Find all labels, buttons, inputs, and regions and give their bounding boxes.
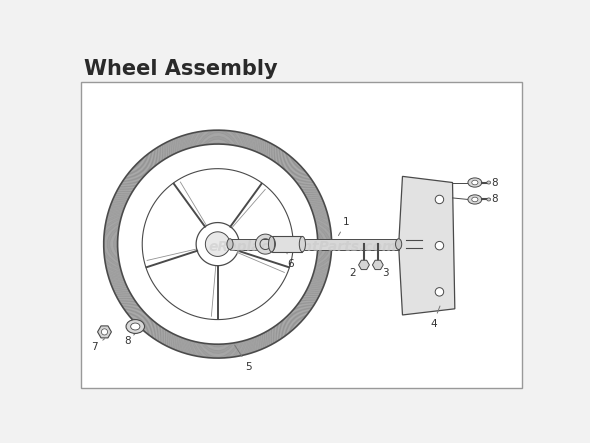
- Text: eReplacementParts.com: eReplacementParts.com: [208, 240, 396, 254]
- Ellipse shape: [130, 323, 140, 330]
- Text: 4: 4: [430, 306, 440, 329]
- Circle shape: [435, 241, 444, 250]
- Text: 7: 7: [91, 339, 104, 352]
- Text: 3: 3: [378, 266, 389, 279]
- Ellipse shape: [468, 178, 482, 187]
- Ellipse shape: [472, 180, 478, 185]
- Polygon shape: [399, 176, 455, 315]
- Text: 1: 1: [339, 217, 350, 236]
- Ellipse shape: [126, 319, 145, 334]
- Circle shape: [101, 329, 107, 335]
- Ellipse shape: [487, 181, 491, 184]
- Ellipse shape: [472, 197, 478, 202]
- Bar: [81, 82, 522, 388]
- Text: 8: 8: [491, 194, 497, 205]
- Circle shape: [205, 232, 230, 256]
- Ellipse shape: [468, 195, 482, 204]
- Ellipse shape: [487, 198, 491, 201]
- Text: 8: 8: [124, 334, 135, 346]
- Ellipse shape: [227, 239, 233, 249]
- Text: 8: 8: [491, 178, 497, 187]
- Text: 2: 2: [349, 267, 362, 279]
- Text: 5: 5: [235, 345, 252, 372]
- Text: 6: 6: [287, 253, 294, 269]
- Ellipse shape: [299, 237, 306, 252]
- Ellipse shape: [268, 237, 275, 252]
- Circle shape: [435, 288, 444, 296]
- Bar: [230, 239, 399, 249]
- Circle shape: [435, 195, 444, 204]
- Ellipse shape: [395, 239, 402, 249]
- Bar: [271, 237, 302, 252]
- Text: Wheel Assembly: Wheel Assembly: [84, 58, 278, 78]
